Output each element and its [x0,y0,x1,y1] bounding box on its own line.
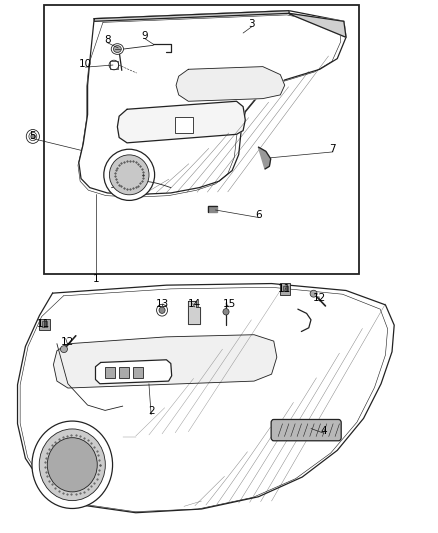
Text: 13: 13 [155,299,169,309]
Bar [175,117,193,133]
Text: 12: 12 [313,294,326,303]
Text: 11: 11 [278,284,291,294]
Text: 8: 8 [104,35,111,45]
Ellipse shape [31,134,35,139]
Text: 1: 1 [93,274,100,284]
Ellipse shape [111,44,124,54]
Text: 14: 14 [188,299,201,309]
Polygon shape [53,335,277,388]
Bar [44,5,359,274]
Polygon shape [258,147,271,169]
Text: 5: 5 [29,131,36,141]
FancyBboxPatch shape [271,419,341,441]
Ellipse shape [110,155,149,195]
Polygon shape [94,11,289,21]
Text: 7: 7 [329,144,336,154]
Ellipse shape [26,130,39,143]
Text: 11: 11 [37,319,50,329]
Ellipse shape [29,132,37,141]
Text: 10: 10 [79,59,92,69]
Polygon shape [79,11,346,195]
Bar [119,367,129,378]
Ellipse shape [32,421,113,508]
Ellipse shape [157,304,167,316]
Text: 6: 6 [255,210,262,220]
Bar [280,283,290,295]
Polygon shape [176,67,285,101]
Polygon shape [95,360,172,384]
Ellipse shape [109,60,119,70]
Polygon shape [117,101,245,143]
Text: 3: 3 [248,19,255,29]
Ellipse shape [113,46,121,53]
Bar [105,367,115,378]
Ellipse shape [310,290,317,297]
Bar [283,286,288,291]
Text: 12: 12 [61,337,74,347]
Bar [110,61,118,69]
Ellipse shape [104,149,155,200]
Ellipse shape [39,429,105,500]
Ellipse shape [60,346,67,353]
Polygon shape [289,13,346,37]
Ellipse shape [223,309,229,315]
Ellipse shape [159,307,165,313]
Text: 2: 2 [148,407,155,416]
Polygon shape [188,301,200,324]
Text: 4: 4 [321,426,328,435]
Text: 15: 15 [223,299,236,309]
Bar [39,319,50,330]
Text: 9: 9 [141,31,148,41]
Polygon shape [208,206,217,212]
Bar [133,367,143,378]
Polygon shape [18,284,394,513]
Bar [42,321,47,327]
Ellipse shape [47,438,97,492]
